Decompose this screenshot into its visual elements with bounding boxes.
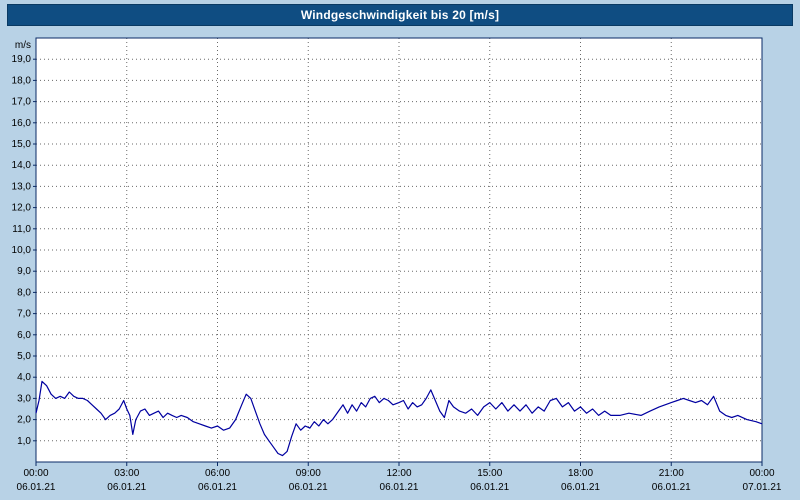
x-tick-time-label: 00:00 — [23, 468, 48, 479]
x-tick-time-label: 00:00 — [749, 468, 774, 479]
y-tick-label: 3,0 — [17, 393, 31, 404]
plot-border — [35, 37, 763, 463]
y-tick-label: 9,0 — [17, 266, 31, 277]
x-tick-date-label: 07.01.21 — [743, 482, 782, 493]
y-tick-label: 2,0 — [17, 415, 31, 426]
x-tick-date-label: 06.01.21 — [470, 482, 509, 493]
x-tick-date-label: 06.01.21 — [289, 482, 328, 493]
y-tick-label: 11,0 — [12, 224, 31, 235]
y-tick-label: 7,0 — [17, 309, 31, 320]
y-tick-label: 8,0 — [17, 287, 31, 298]
y-tick-label: 16,0 — [12, 118, 32, 129]
y-tick-label: 1,0 — [17, 436, 31, 447]
y-tick-label: 12,0 — [12, 203, 32, 214]
chart-title-bar: Windgeschwindigkeit bis 20 [m/s] — [7, 4, 793, 26]
x-tick-date-label: 06.01.21 — [17, 482, 56, 493]
chart-title: Windgeschwindigkeit bis 20 [m/s] — [300, 8, 500, 22]
y-tick-label: 19,0 — [12, 54, 32, 65]
y-tick-label: 5,0 — [17, 351, 31, 362]
y-tick-label: 13,0 — [12, 181, 32, 192]
y-tick-label: 18,0 — [12, 75, 32, 86]
y-tick-label: 10,0 — [12, 245, 32, 256]
x-tick-time-label: 06:00 — [205, 468, 230, 479]
x-tick-date-label: 06.01.21 — [652, 482, 691, 493]
y-tick-label: 4,0 — [17, 372, 31, 383]
x-tick-time-label: 12:00 — [386, 468, 411, 479]
y-tick-label: 14,0 — [12, 160, 32, 171]
y-tick-label: 6,0 — [17, 330, 31, 341]
x-tick-time-label: 21:00 — [659, 468, 684, 479]
x-tick-time-label: 03:00 — [114, 468, 139, 479]
x-tick-date-label: 06.01.21 — [198, 482, 237, 493]
y-axis-unit-label: m/s — [15, 40, 31, 51]
x-tick-time-label: 09:00 — [296, 468, 321, 479]
x-tick-time-label: 18:00 — [568, 468, 593, 479]
y-tick-label: 15,0 — [12, 139, 32, 150]
x-tick-time-label: 15:00 — [477, 468, 502, 479]
x-tick-date-label: 06.01.21 — [380, 482, 419, 493]
wind-speed-line — [35, 380, 763, 457]
y-tick-label: 17,0 — [12, 97, 32, 108]
x-tick-date-label: 06.01.21 — [107, 482, 146, 493]
x-tick-date-label: 06.01.21 — [561, 482, 600, 493]
